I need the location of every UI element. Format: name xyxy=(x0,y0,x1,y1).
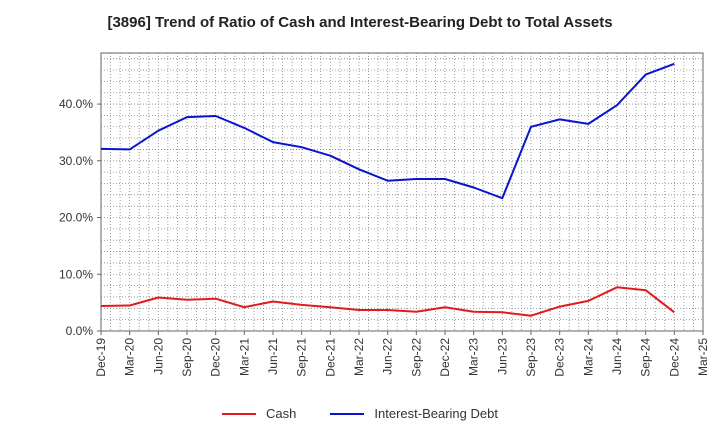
x-tick-label: Mar-20 xyxy=(123,338,137,376)
y-tick-label: 20.0% xyxy=(59,211,93,225)
x-tick-label: Sep-23 xyxy=(524,338,538,377)
x-tick-label: Mar-23 xyxy=(467,338,481,376)
x-tick-label: Dec-23 xyxy=(553,338,567,377)
legend-item-debt: Interest-Bearing Debt xyxy=(330,406,498,421)
chart-legend: Cash Interest-Bearing Debt xyxy=(0,406,720,421)
x-tick-label: Mar-24 xyxy=(581,338,595,376)
series-line-interest-bearing-debt xyxy=(100,62,675,200)
x-tick-label: Sep-21 xyxy=(295,338,309,377)
x-tick-label: Mar-25 xyxy=(696,338,710,376)
y-tick-label: 10.0% xyxy=(59,267,93,281)
legend-swatch-debt xyxy=(330,412,365,415)
y-tick-label: 0.0% xyxy=(66,324,94,338)
series-lines xyxy=(100,62,675,317)
series-line-cash xyxy=(100,286,675,317)
x-tick-label: Jun-21 xyxy=(266,338,280,375)
grid-lines xyxy=(100,53,703,331)
x-tick-label: Dec-22 xyxy=(438,338,452,377)
y-tick-label: 30.0% xyxy=(59,154,93,168)
y-tick-label: 40.0% xyxy=(59,97,93,111)
x-tick-label: Jun-24 xyxy=(610,338,624,375)
x-tick-label: Dec-19 xyxy=(94,338,108,377)
legend-label-debt: Interest-Bearing Debt xyxy=(374,406,498,421)
plot-area xyxy=(100,52,704,332)
x-tick-label: Dec-24 xyxy=(667,338,681,377)
legend-swatch-cash xyxy=(222,412,257,415)
x-axis-ticks: Dec-19 Mar-20 Jun-20 Sep-20 Dec-20 Mar-21 Jun-… xyxy=(94,331,710,377)
x-tick-label: Sep-20 xyxy=(180,338,194,377)
x-tick-label: Mar-22 xyxy=(352,338,366,376)
x-tick-label: Dec-21 xyxy=(323,338,337,377)
chart-title: [3896] Trend of Ratio of Cash and Intere… xyxy=(107,14,613,31)
legend-item-cash: Cash xyxy=(222,406,296,421)
x-tick-label: Mar-21 xyxy=(237,338,251,376)
x-tick-label: Sep-24 xyxy=(639,338,653,377)
x-tick-label: Sep-22 xyxy=(409,338,423,377)
legend-label-cash: Cash xyxy=(266,406,297,421)
x-tick-label: Jun-23 xyxy=(495,338,509,375)
x-tick-label: Dec-20 xyxy=(209,338,223,377)
x-tick-label: Jun-22 xyxy=(381,338,395,375)
y-axis-ticks: 0.0% 10.0% 20.0% 30.0% 40.0% xyxy=(59,97,101,338)
x-tick-label: Jun-20 xyxy=(151,338,165,375)
